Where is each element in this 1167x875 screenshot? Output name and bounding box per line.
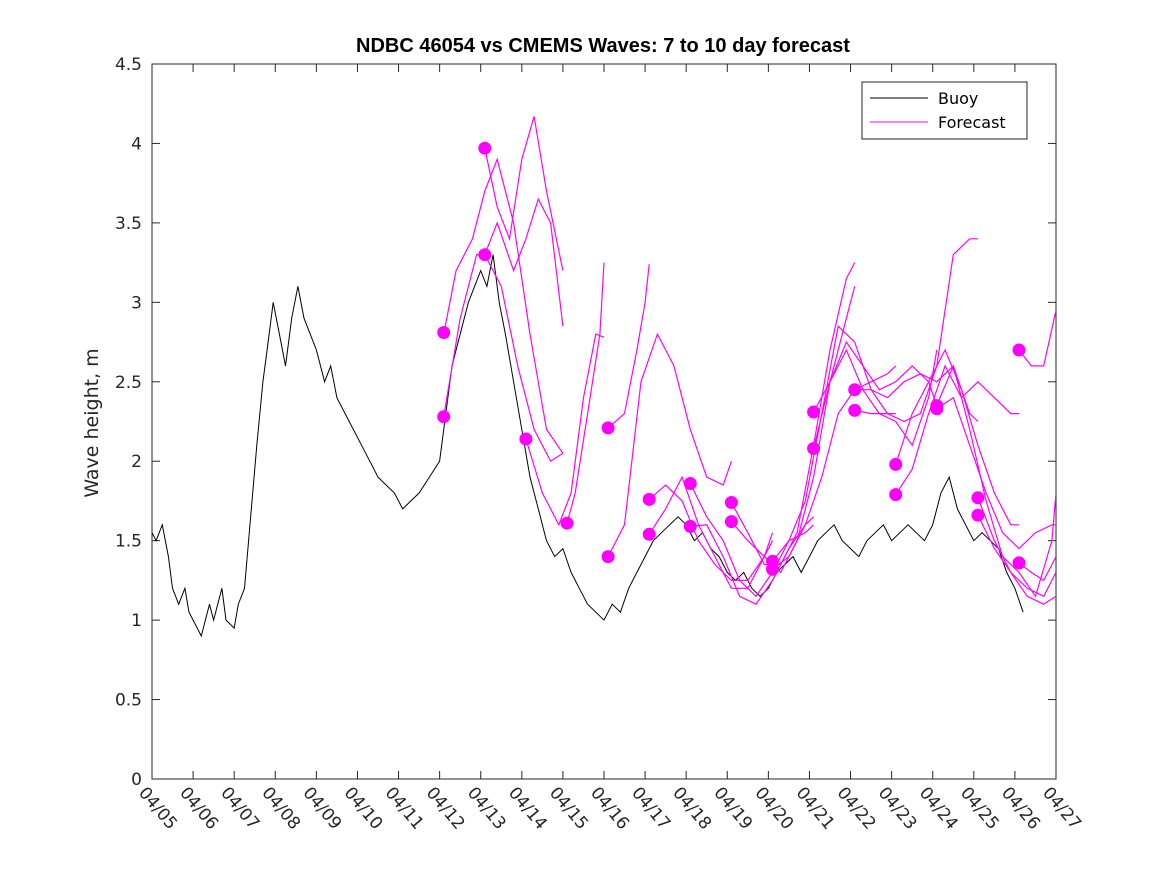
forecast-series-line xyxy=(648,484,774,582)
forecast-start-point xyxy=(766,562,779,576)
forecast-series-line xyxy=(566,262,605,524)
forecast-series-line xyxy=(977,497,1056,605)
forecast-start-point xyxy=(724,515,738,529)
legend-box xyxy=(861,81,1028,140)
y-tick-label: 4.5 xyxy=(115,55,142,75)
forecast-series-line xyxy=(730,262,856,566)
legend: Buoy Forecast xyxy=(861,81,1028,140)
forecast-series-line xyxy=(690,516,815,605)
forecast-start-point xyxy=(437,326,451,339)
y-tick-label: 1 xyxy=(131,611,142,631)
forecast-start-point xyxy=(724,496,738,509)
forecast-start-point xyxy=(642,492,656,506)
forecast-series-line xyxy=(607,332,732,557)
forecast-start-point xyxy=(807,405,821,419)
forecast-series-line xyxy=(1018,556,1056,582)
y-axis-label: Wave height, m xyxy=(81,348,103,497)
forecast-series-line xyxy=(813,340,938,449)
forecast-start-point xyxy=(930,402,944,416)
y-tick-label: 1.5 xyxy=(115,532,142,552)
forecast-series-line xyxy=(443,254,564,463)
forecast-start-point xyxy=(437,410,451,424)
forecast-series-line xyxy=(525,333,605,527)
legend-buoy-label: Buoy xyxy=(938,89,978,108)
forecast-series-line xyxy=(936,396,1056,550)
y-tick-label: 0.5 xyxy=(115,691,142,711)
y-tick-label: 3 xyxy=(131,293,142,313)
forecast-start-point xyxy=(601,421,615,435)
forecast-series-line xyxy=(895,348,1019,526)
y-tick-label: 0 xyxy=(131,770,142,790)
y-tick-label: 4 xyxy=(131,134,142,154)
forecast-start-point xyxy=(971,491,985,505)
forecast-series-line xyxy=(484,197,564,327)
forecast-series-line xyxy=(977,514,1056,598)
buoy-series-line xyxy=(152,254,1024,638)
forecast-start-point xyxy=(642,527,656,541)
forecast-start-point xyxy=(478,248,492,262)
forecast-series-line xyxy=(1018,310,1056,367)
forecast-start-point xyxy=(848,383,862,397)
forecast-series-line xyxy=(772,324,896,562)
forecast-start-point xyxy=(889,488,903,502)
y-tick-label: 2.5 xyxy=(115,373,142,393)
forecast-series-line xyxy=(607,264,650,429)
legend-forecast-label: Forecast xyxy=(938,113,1006,132)
forecast-start-point xyxy=(519,432,533,446)
forecast-start-point xyxy=(478,141,492,155)
forecast-start-point xyxy=(683,519,697,533)
forecast-series-line xyxy=(648,475,774,589)
forecast-series-line xyxy=(484,116,564,271)
forecast-series-line xyxy=(443,157,564,454)
forecast-start-point xyxy=(560,516,574,530)
forecast-start-point xyxy=(889,457,903,471)
y-tick-label: 2 xyxy=(131,452,142,472)
y-tick-label: 3.5 xyxy=(115,214,142,234)
forecast-series-line xyxy=(772,365,897,570)
forecast-series-line xyxy=(854,238,978,423)
forecast-start-point xyxy=(807,442,821,455)
forecast-start-point xyxy=(971,508,985,522)
forecast-start-point xyxy=(1012,343,1026,357)
chart-title: NDBC 46054 vs CMEMS Waves: 7 to 10 day f… xyxy=(356,35,850,57)
forecast-start-point xyxy=(601,550,615,564)
forecast-start-point xyxy=(683,477,697,490)
forecast-start-point xyxy=(848,403,862,417)
forecast-start-point xyxy=(1012,556,1026,570)
